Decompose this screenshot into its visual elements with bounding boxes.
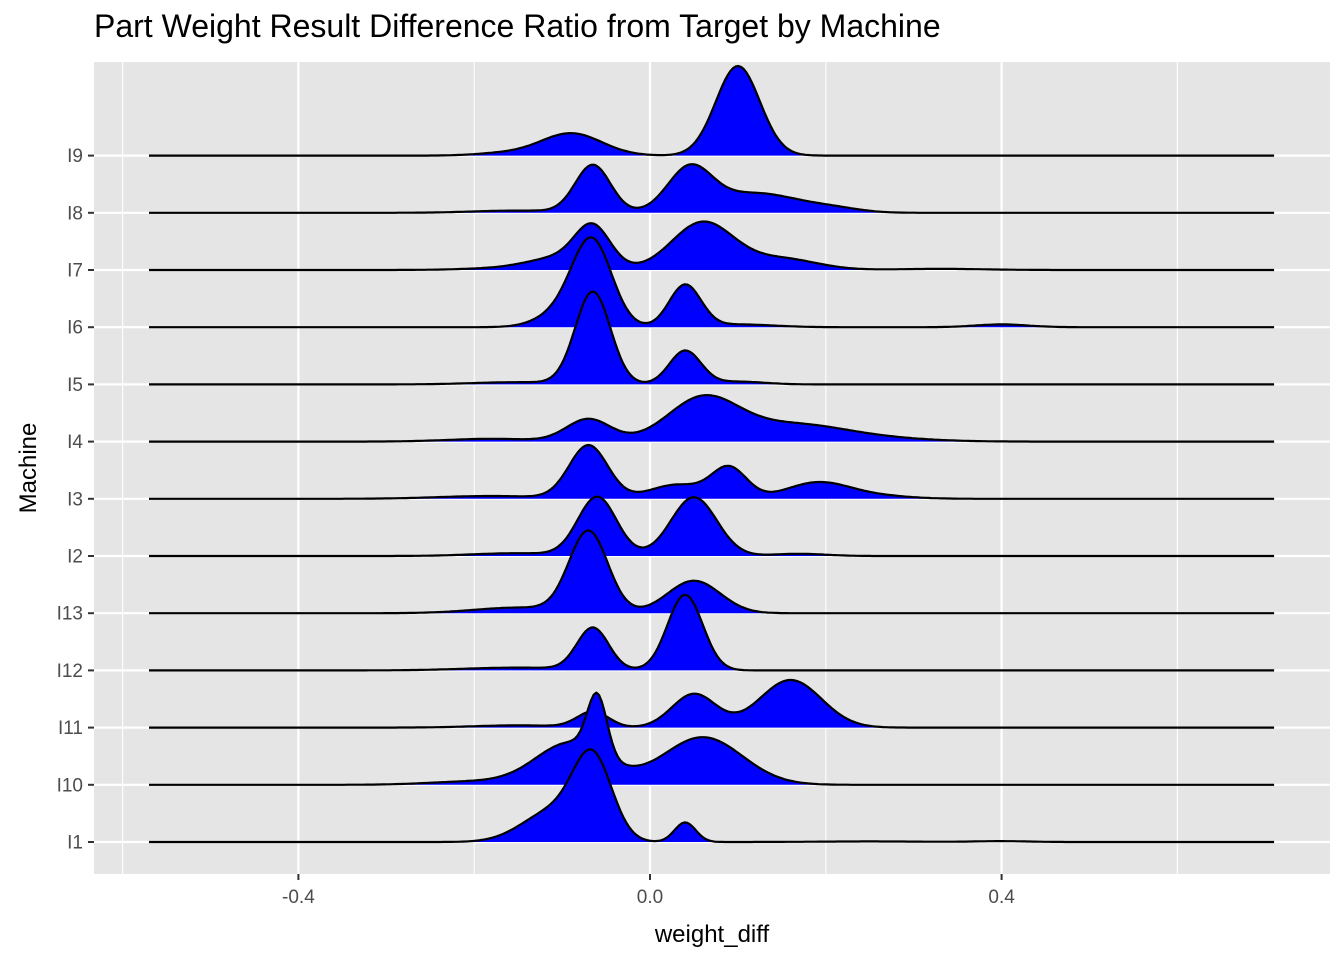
ridge-I12 [149, 593, 1275, 672]
ridge-line-I7 [149, 220, 1275, 272]
ridge-fill-I4 [149, 395, 1275, 442]
ridge-I1 [149, 748, 1275, 844]
ridge-I8 [149, 163, 1275, 214]
y-tick-label: I4 [67, 432, 83, 453]
ridge-I6 [149, 236, 1275, 329]
ridge-fill-I2 [149, 496, 1275, 556]
ridge-line-I12 [149, 593, 1275, 672]
ridge-fill-I8 [149, 164, 1275, 213]
y-tick-label: I11 [58, 718, 83, 739]
ridge-I7 [149, 220, 1275, 272]
ridge-line-I6 [149, 236, 1275, 329]
ridge-line-I5 [149, 290, 1275, 386]
ridge-fill-I9 [149, 66, 1275, 156]
ridge-line-I11 [149, 678, 1275, 729]
y-axis: I1 I10 I11 I12 I13 I2 I3 I4 I5 I6 I7 I8 I9 [57, 146, 94, 854]
x-tick-label: 0.4 [988, 887, 1015, 908]
y-tick-label: I5 [67, 375, 83, 396]
y-tick-label: I10 [57, 775, 83, 796]
ridge-line-I9 [149, 64, 1275, 157]
ridge-I10 [149, 691, 1275, 786]
ridge-I5 [149, 290, 1275, 386]
ridge-I2 [149, 495, 1275, 558]
chart-title: Part Weight Result Difference Ratio from… [94, 8, 941, 44]
ridge-line-I2 [149, 495, 1275, 558]
x-tick-label: 0.0 [637, 887, 663, 908]
ridge-line-I8 [149, 163, 1275, 214]
ridge-fill-I12 [149, 594, 1275, 671]
y-tick-label: I3 [67, 489, 83, 510]
ridge-I13 [149, 529, 1275, 615]
ridge-line-I4 [149, 394, 1275, 443]
y-axis-title: Machine [15, 423, 42, 514]
y-tick-label: I2 [67, 547, 83, 568]
y-tick-label: I7 [67, 261, 83, 282]
minor-gridlines [122, 62, 1178, 874]
ridge-line-I3 [149, 443, 1275, 500]
ridge-I9 [149, 64, 1275, 157]
ridge-line-I10 [149, 691, 1275, 786]
y-tick-label: I1 [67, 833, 83, 854]
y-tick-label: I6 [67, 318, 83, 339]
ridge-fill-I11 [149, 680, 1275, 728]
ridge-I3 [149, 443, 1275, 500]
ridge-line-I13 [149, 529, 1275, 615]
ridge-line-I1 [149, 748, 1275, 844]
y-tick-label: I9 [67, 146, 83, 167]
x-tick-label: -0.4 [282, 887, 315, 908]
ridge-fill-I13 [149, 530, 1275, 614]
x-axis: -0.4 0.0 0.4 [282, 874, 1015, 908]
ridge-I11 [149, 678, 1275, 729]
ridge-fill-I7 [149, 221, 1275, 270]
y-tick-label: I12 [57, 661, 83, 682]
ridge-I4 [149, 394, 1275, 443]
ridges [149, 64, 1275, 844]
y-tick-label: I13 [57, 604, 83, 625]
x-axis-title: weight_diff [654, 921, 770, 948]
ridge-fill-I3 [149, 445, 1275, 499]
y-tick-label: I8 [67, 203, 83, 224]
